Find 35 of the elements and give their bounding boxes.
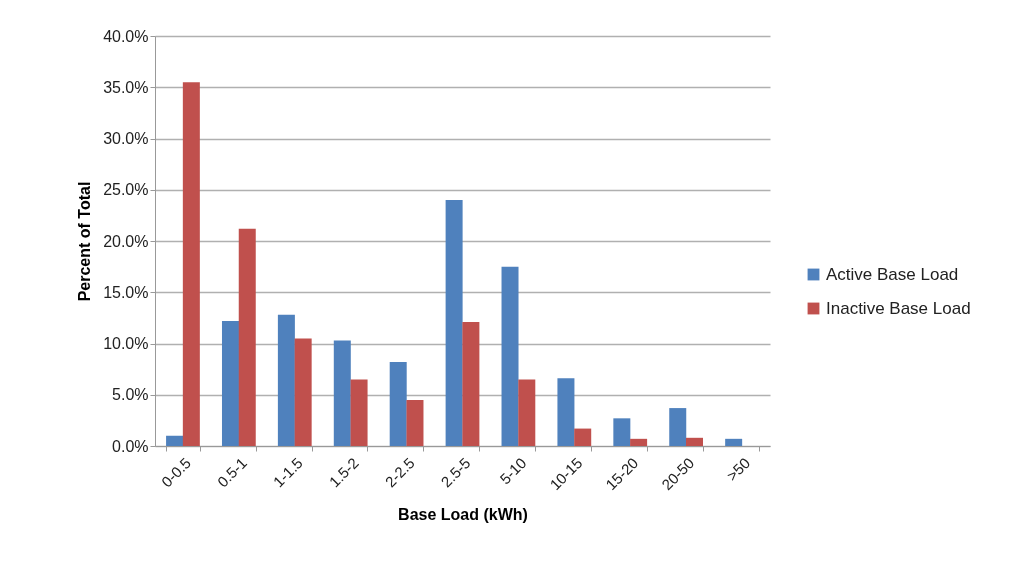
y-axis-title: Percent of Total — [76, 181, 94, 302]
bar — [686, 437, 704, 446]
y-tick-label: 10.0% — [103, 335, 149, 352]
y-tick-label: 35.0% — [103, 78, 149, 96]
legend-label: Inactive Base Load — [826, 298, 971, 318]
bar — [406, 399, 424, 446]
bar — [501, 266, 519, 446]
x-axis-title: Base Load (kWh) — [398, 506, 528, 524]
bar — [277, 314, 295, 446]
bar — [669, 408, 687, 446]
y-tick-label: 20.0% — [103, 232, 149, 250]
bar — [613, 418, 631, 446]
bar — [294, 338, 312, 446]
y-tick-label: 30.0% — [103, 130, 149, 147]
bar — [518, 379, 536, 446]
bar — [462, 321, 480, 446]
y-tick-label: 40.0% — [103, 27, 149, 45]
legend-label: Active Base Load — [826, 264, 959, 284]
y-tick-label: 25.0% — [103, 181, 149, 199]
y-tick-label: 5.0% — [112, 386, 149, 404]
bar — [557, 378, 575, 446]
y-tick-label: 15.0% — [103, 283, 149, 301]
bar — [630, 438, 648, 446]
bar — [182, 82, 200, 446]
bar — [238, 228, 256, 446]
bar — [389, 361, 407, 446]
bar — [350, 379, 368, 446]
y-tick-label: 0.0% — [112, 437, 149, 455]
bar — [221, 320, 239, 446]
bar — [574, 428, 592, 446]
x-tick-label: >50 — [723, 454, 754, 485]
bar — [445, 200, 463, 446]
bar — [166, 435, 184, 446]
bar — [333, 340, 351, 446]
bar — [725, 438, 743, 446]
